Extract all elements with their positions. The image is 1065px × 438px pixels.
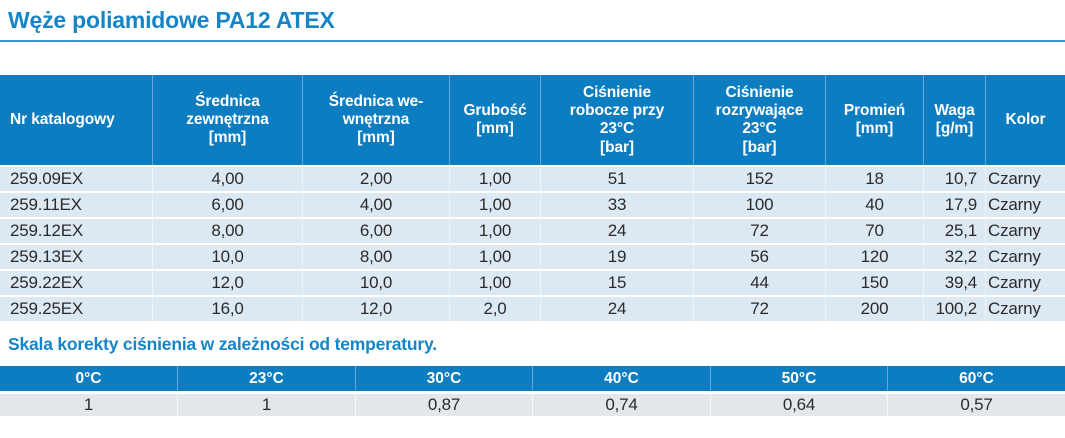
correction-factor-cell: 0,57 xyxy=(887,391,1065,417)
table-cell: 39,4 xyxy=(923,269,985,296)
table-cell: 10,0 xyxy=(302,269,449,296)
catalog-number-cell: 259.11EX xyxy=(0,191,152,218)
column-header: Waga [g/m] xyxy=(923,75,985,166)
table-cell: 100 xyxy=(693,191,825,218)
table-cell: 10,0 xyxy=(152,243,302,270)
table-cell: 16,0 xyxy=(152,295,302,322)
table-cell: 10,7 xyxy=(923,165,985,192)
table-cell: 56 xyxy=(693,243,825,270)
correction-factor-cell: 0,74 xyxy=(532,391,710,417)
header-row: Nr katalogowy Średnica zewnętrzna [mm] Śre… xyxy=(0,75,1065,166)
catalog-number-cell: 259.25EX xyxy=(0,295,152,322)
table-row: 259.25EX 16,0 12,0 2,0 24 72 200 100,2 Czarny xyxy=(0,295,1065,322)
catalog-number-cell: 259.22EX xyxy=(0,269,152,296)
table-cell: 1,00 xyxy=(449,269,540,296)
table-cell: Czarny xyxy=(985,243,1065,270)
column-header: Średnica zewnętrzna [mm] xyxy=(152,75,302,166)
table-cell: Czarny xyxy=(985,295,1065,322)
column-header: Ciśnienie rozrywające 23°C [bar] xyxy=(693,75,825,166)
temperature-header: 0°C xyxy=(0,366,177,392)
table-cell: 120 xyxy=(825,243,923,270)
table-cell: 51 xyxy=(540,165,693,192)
table-cell: 70 xyxy=(825,217,923,244)
table-row: 259.09EX 4,00 2,00 1,00 51 152 18 10,7 Czarny xyxy=(0,165,1065,192)
table-cell: 18 xyxy=(825,165,923,192)
table-cell: 8,00 xyxy=(302,243,449,270)
section-subtitle: Skala korekty ciśnienia w zależności od … xyxy=(8,334,437,355)
table-cell: 1,00 xyxy=(449,191,540,218)
correction-factor-cell: 1 xyxy=(0,391,177,417)
temp-table-body: 1 1 0,87 0,74 0,64 0,57 xyxy=(0,391,1065,417)
table-cell: 2,0 xyxy=(449,295,540,322)
table-cell: 32,2 xyxy=(923,243,985,270)
table-cell: 4,00 xyxy=(152,165,302,192)
table-cell: 72 xyxy=(693,217,825,244)
main-table-header: Nr katalogowy Średnica zewnętrzna [mm] Śre… xyxy=(0,75,1065,166)
table-row: 259.12EX 8,00 6,00 1,00 24 72 70 25,1 Czarny xyxy=(0,217,1065,244)
temperature-header: 40°C xyxy=(532,366,710,392)
table-cell: Czarny xyxy=(985,191,1065,218)
column-header: Grubość [mm] xyxy=(449,75,540,166)
column-header: Średnica we- wnętrzna [mm] xyxy=(302,75,449,166)
correction-factor-cell: 1 xyxy=(177,391,355,417)
page-title: Węże poliamidowe PA12 ATEX xyxy=(8,7,335,33)
table-cell: 25,1 xyxy=(923,217,985,244)
table-cell: 24 xyxy=(540,295,693,322)
catalog-number-cell: 259.09EX xyxy=(0,165,152,192)
table-cell: 152 xyxy=(693,165,825,192)
table-cell: 6,00 xyxy=(152,191,302,218)
temp-value-row: 1 1 0,87 0,74 0,64 0,57 xyxy=(0,391,1065,417)
temp-header-row: 0°C 23°C 30°C 40°C 50°C 60°C xyxy=(0,366,1065,392)
temperature-header: 50°C xyxy=(710,366,887,392)
main-table-body: 259.09EX 4,00 2,00 1,00 51 152 18 10,7 Czarny 259… xyxy=(0,165,1065,322)
column-header: Promień [mm] xyxy=(825,75,923,166)
hose-spec-table: Nr katalogowy Średnica zewnętrzna [mm] Śre… xyxy=(0,75,1065,322)
table-cell: 100,2 xyxy=(923,295,985,322)
column-header: Nr katalogowy xyxy=(0,75,152,166)
column-header: Ciśnienie robocze przy 23°C [bar] xyxy=(540,75,693,166)
table-cell: 44 xyxy=(693,269,825,296)
table-cell: 40 xyxy=(825,191,923,218)
table-cell: 1,00 xyxy=(449,217,540,244)
table-row: 259.11EX 6,00 4,00 1,00 33 100 40 17,9 Czarny xyxy=(0,191,1065,218)
table-cell: Czarny xyxy=(985,165,1065,192)
temperature-header: 23°C xyxy=(177,366,355,392)
table-cell: 8,00 xyxy=(152,217,302,244)
table-cell: 200 xyxy=(825,295,923,322)
temperature-correction-table: 0°C 23°C 30°C 40°C 50°C 60°C 1 1 0,87 0,74 0,64 0,… xyxy=(0,366,1065,417)
temp-table-header: 0°C 23°C 30°C 40°C 50°C 60°C xyxy=(0,366,1065,392)
table-cell: 19 xyxy=(540,243,693,270)
table-cell: 150 xyxy=(825,269,923,296)
table-cell: 12,0 xyxy=(152,269,302,296)
temperature-header: 30°C xyxy=(355,366,532,392)
title-rule xyxy=(0,40,1065,43)
table-cell: 1,00 xyxy=(449,165,540,192)
table-cell: 6,00 xyxy=(302,217,449,244)
correction-factor-cell: 0,87 xyxy=(355,391,532,417)
table-cell: 4,00 xyxy=(302,191,449,218)
column-header: Kolor xyxy=(985,75,1065,166)
table-row: 259.22EX 12,0 10,0 1,00 15 44 150 39,4 Czarny xyxy=(0,269,1065,296)
table-cell: Czarny xyxy=(985,269,1065,296)
table-cell: 12,0 xyxy=(302,295,449,322)
table-row: 259.13EX 10,0 8,00 1,00 19 56 120 32,2 Czarny xyxy=(0,243,1065,270)
temperature-header: 60°C xyxy=(887,366,1065,392)
table-cell: 24 xyxy=(540,217,693,244)
table-cell: 17,9 xyxy=(923,191,985,218)
table-cell: 2,00 xyxy=(302,165,449,192)
table-cell: 15 xyxy=(540,269,693,296)
table-cell: 1,00 xyxy=(449,243,540,270)
catalog-number-cell: 259.13EX xyxy=(0,243,152,270)
table-cell: 33 xyxy=(540,191,693,218)
catalog-number-cell: 259.12EX xyxy=(0,217,152,244)
table-cell: 72 xyxy=(693,295,825,322)
correction-factor-cell: 0,64 xyxy=(710,391,887,417)
table-cell: Czarny xyxy=(985,217,1065,244)
